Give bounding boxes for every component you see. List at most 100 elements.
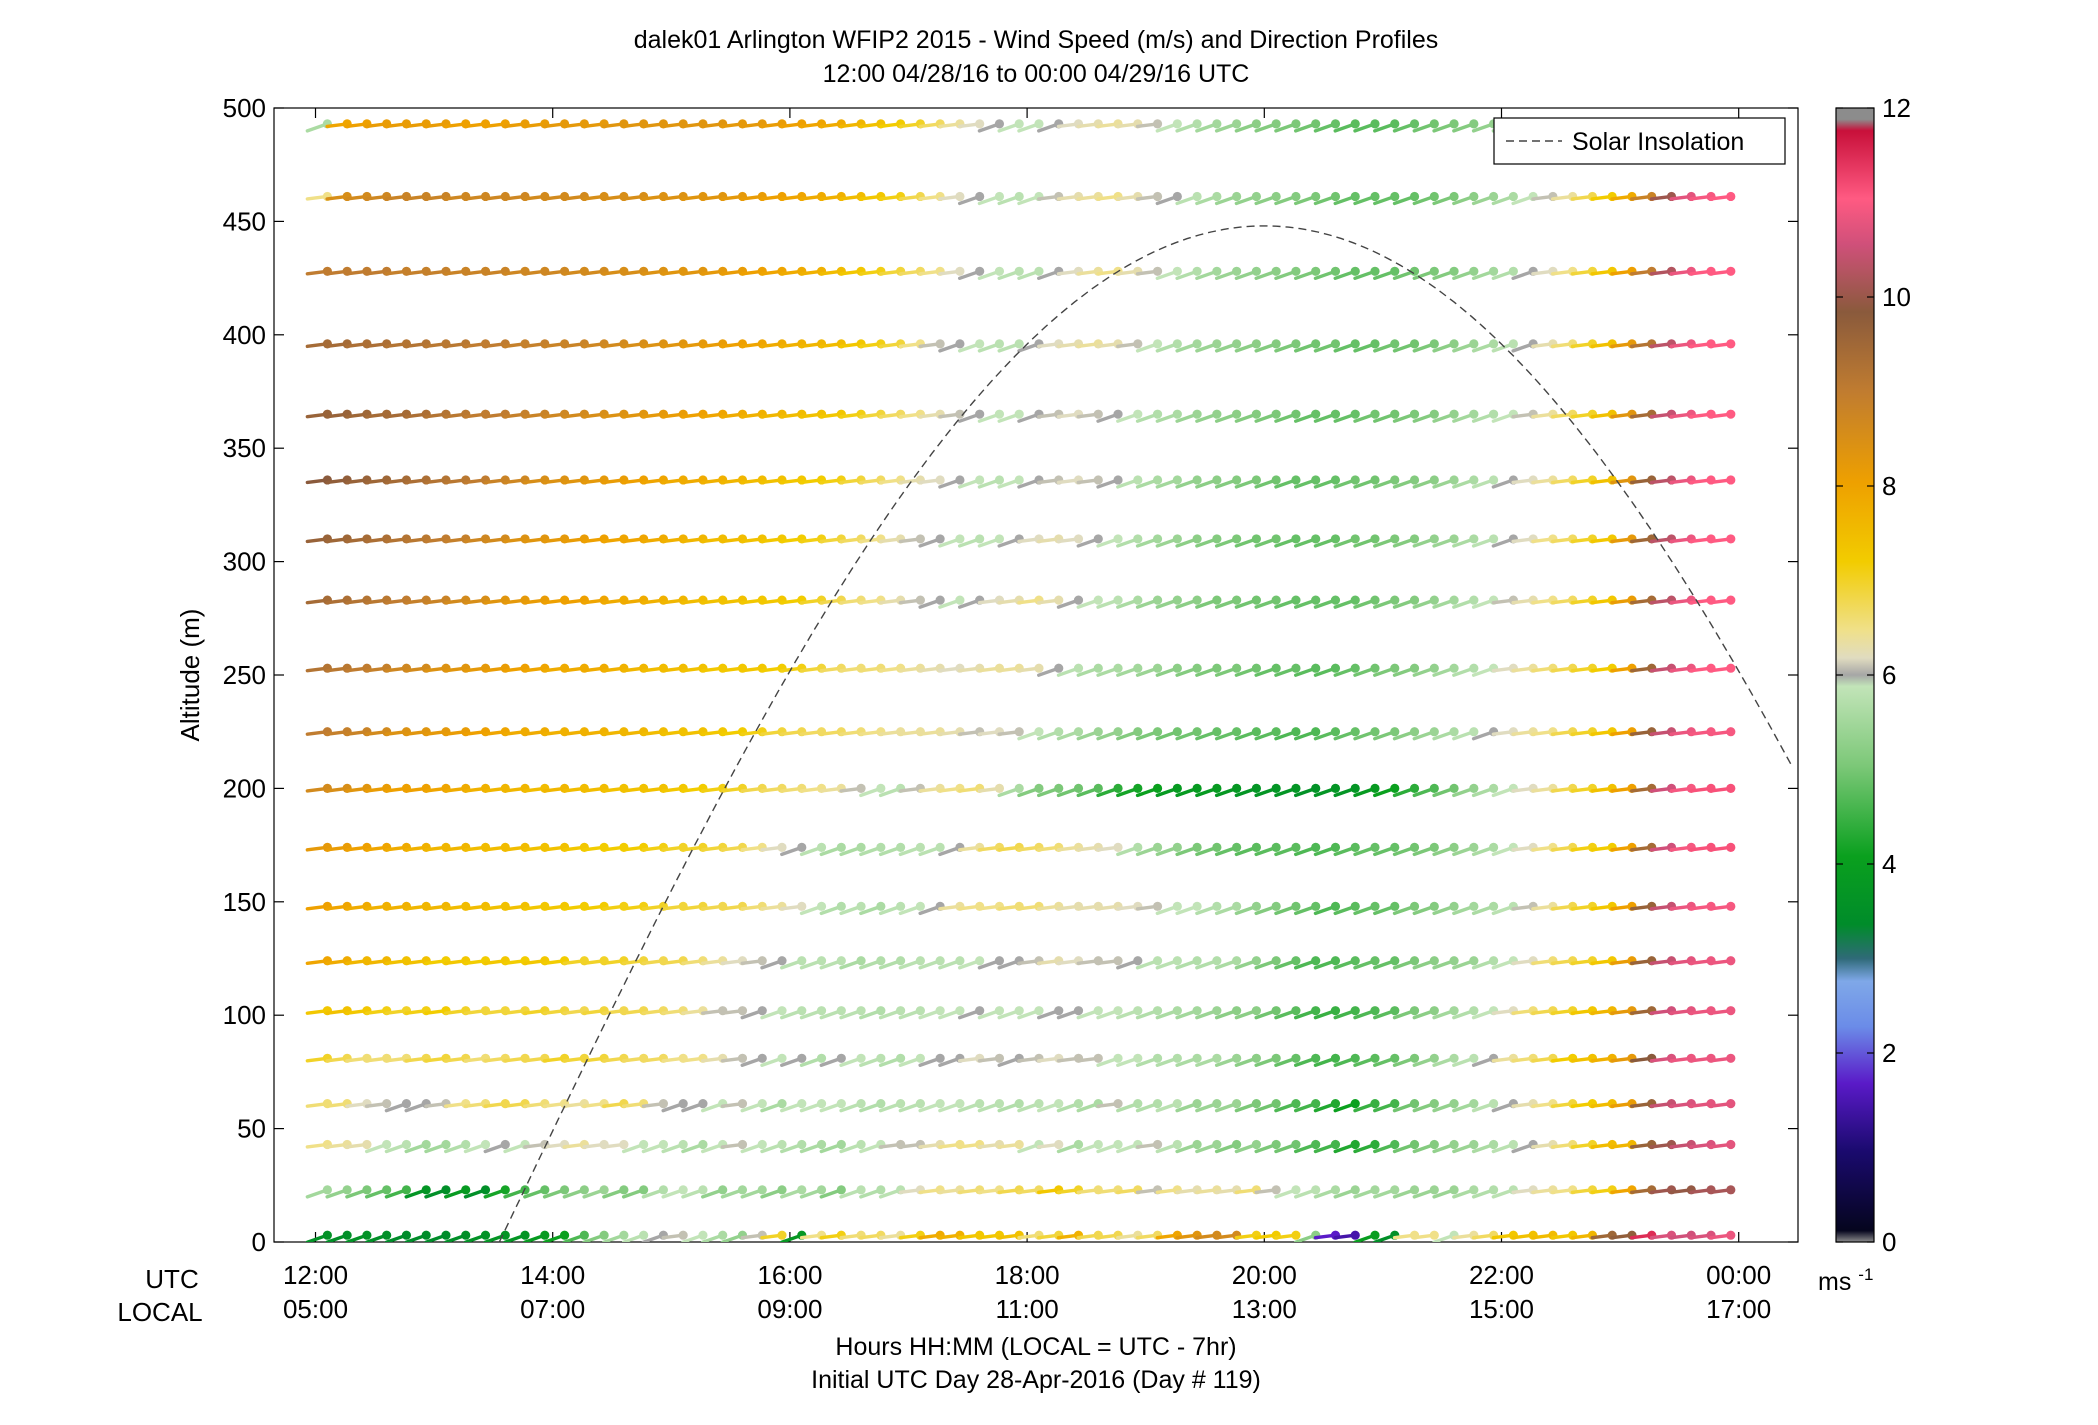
wind-barb-point bbox=[1271, 842, 1281, 852]
wind-barb-point bbox=[1469, 1006, 1479, 1016]
wind-barb-point bbox=[1251, 534, 1261, 544]
barb-row bbox=[305, 1006, 1736, 1020]
wind-barb-point bbox=[1073, 595, 1084, 605]
wind-barb-point bbox=[1409, 339, 1420, 349]
wind-barb-point bbox=[1232, 266, 1242, 276]
wind-barb-point bbox=[895, 1053, 906, 1063]
wind-barb-point bbox=[322, 1230, 332, 1240]
wind-barb-point bbox=[362, 1185, 372, 1195]
wind-barb-point bbox=[1449, 266, 1459, 276]
barb-row bbox=[305, 663, 1736, 677]
wind-barb-point bbox=[1469, 1139, 1479, 1150]
barb-row bbox=[305, 727, 1736, 741]
wind-barb-point bbox=[895, 1006, 906, 1016]
wind-barb-point bbox=[816, 1185, 827, 1195]
wind-barb-point bbox=[1469, 475, 1479, 485]
wind-barb-point bbox=[1409, 409, 1420, 419]
wind-barb-point bbox=[1192, 191, 1202, 202]
wind-barb-point bbox=[1113, 595, 1123, 605]
wind-barb-point bbox=[362, 1230, 372, 1240]
wind-barb-point bbox=[1152, 1099, 1163, 1109]
wind-barb-point bbox=[1172, 901, 1182, 911]
wind-barb-point bbox=[1133, 1006, 1143, 1016]
wind-barb-point bbox=[1192, 475, 1202, 485]
y-tick-label: 350 bbox=[223, 433, 266, 463]
barb-row bbox=[305, 266, 1736, 280]
wind-barb-point bbox=[1232, 119, 1242, 129]
wind-barb-point bbox=[816, 1053, 827, 1063]
wind-barb-point bbox=[362, 1139, 372, 1150]
wind-barb-point bbox=[1054, 1006, 1064, 1016]
wind-barb-point bbox=[1488, 266, 1499, 276]
wind-barb-point bbox=[1113, 1099, 1123, 1109]
wind-barb-point bbox=[935, 842, 945, 852]
wind-barb-point bbox=[1330, 339, 1341, 349]
wind-barb-point bbox=[1054, 1139, 1064, 1150]
wind-barb-point bbox=[1172, 534, 1182, 544]
wind-barb-point bbox=[1449, 956, 1459, 966]
barb-row bbox=[305, 1230, 1736, 1242]
wind-barb-point bbox=[1429, 595, 1439, 605]
wind-barb-point bbox=[1232, 727, 1242, 737]
wind-barb-point bbox=[915, 842, 925, 852]
wind-barb-point bbox=[757, 956, 767, 966]
y-tick-label: 500 bbox=[223, 93, 266, 123]
axes-box bbox=[273, 107, 1799, 1243]
wind-barb-point bbox=[1172, 475, 1182, 485]
wind-barb-point bbox=[1429, 1185, 1439, 1195]
wind-barb-point bbox=[1508, 1139, 1518, 1150]
wind-barb-point bbox=[994, 956, 1005, 966]
wind-barb-point bbox=[1192, 727, 1202, 737]
wind-barb-point bbox=[658, 1139, 669, 1150]
wind-barb-point bbox=[1034, 119, 1044, 129]
wind-barb-point bbox=[797, 1099, 807, 1109]
wind-barb-point bbox=[836, 842, 846, 852]
wind-barb-point bbox=[382, 1185, 392, 1195]
wind-barb-point bbox=[1251, 475, 1261, 485]
wind-barb-point bbox=[1291, 1006, 1301, 1016]
wind-barb-point bbox=[1409, 119, 1420, 129]
wind-barb-point bbox=[876, 842, 886, 852]
wind-barb-point bbox=[1350, 475, 1360, 485]
wind-barb-point bbox=[1330, 409, 1341, 419]
x-tick-label-local: 11:00 bbox=[996, 1294, 1059, 1324]
wind-barb-point bbox=[1390, 191, 1400, 202]
wind-barb-point bbox=[1271, 1099, 1281, 1109]
wind-barb-point bbox=[1113, 475, 1123, 485]
wind-barb-point bbox=[401, 1099, 412, 1109]
wind-barb-point bbox=[1014, 475, 1024, 485]
wind-barb-point bbox=[1429, 663, 1439, 673]
wind-barb-point bbox=[836, 1139, 846, 1150]
wind-barb-point bbox=[876, 1185, 886, 1195]
wind-barb-point bbox=[1152, 339, 1163, 349]
wind-barb-point bbox=[777, 1099, 787, 1109]
wind-barb-point bbox=[1291, 119, 1301, 129]
wind-barb-point bbox=[1330, 475, 1341, 485]
wind-barb-point bbox=[955, 475, 965, 485]
wind-barb-point bbox=[1350, 339, 1360, 349]
wind-barb-point bbox=[1192, 783, 1202, 794]
wind-barb-point bbox=[1449, 409, 1459, 419]
wind-barb-point bbox=[1370, 901, 1380, 911]
wind-barb-point bbox=[1449, 842, 1459, 852]
wind-barb-point bbox=[1488, 956, 1499, 966]
wind-barb-point bbox=[1212, 1053, 1222, 1063]
chart-title: dalek01 Arlington WFIP2 2015 - Wind Spee… bbox=[634, 26, 1439, 54]
wind-barb-point bbox=[777, 956, 787, 966]
wind-barb-point bbox=[1726, 1230, 1736, 1240]
wind-barb-point bbox=[1508, 191, 1518, 202]
wind-barb-point bbox=[915, 1099, 925, 1109]
wind-barb-point bbox=[1271, 266, 1281, 276]
wind-barb-point bbox=[1232, 339, 1242, 349]
wind-barb-point bbox=[1350, 191, 1360, 202]
colorbar-tick-label: 8 bbox=[1882, 471, 1896, 501]
wind-barb-point bbox=[1390, 783, 1400, 794]
wind-barb-point bbox=[1311, 409, 1321, 419]
wind-barb-point bbox=[1232, 663, 1242, 673]
wind-barb-point bbox=[1469, 783, 1479, 794]
wind-barb-point bbox=[1212, 534, 1222, 544]
wind-barb-point bbox=[975, 1006, 985, 1016]
wind-barb-point bbox=[1449, 1185, 1459, 1195]
x-axis: 12:00 05:00 14:00 07:00 16:00 09:00 18:00 11:00… bbox=[283, 108, 1771, 1324]
y-tick-label: 250 bbox=[223, 660, 266, 690]
